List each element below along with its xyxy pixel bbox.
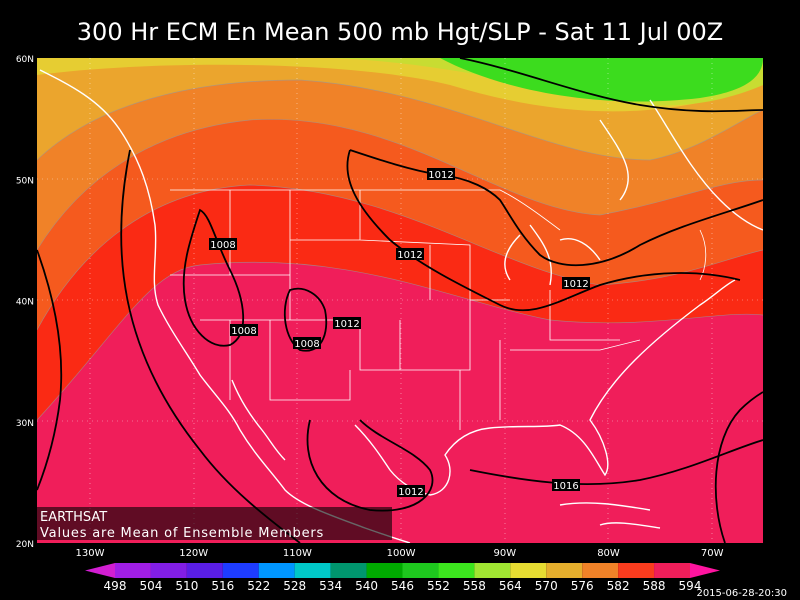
longitude-label: 90W (493, 548, 516, 559)
colorbar-swatch (366, 563, 403, 578)
contour-label: 1012 (398, 487, 423, 498)
colorbar-swatch (474, 563, 511, 578)
colorbar-swatch (186, 563, 223, 578)
watermark: EARTHSAT (40, 510, 107, 525)
colorbar-label: 588 (643, 579, 666, 593)
colorbar-swatch (438, 563, 475, 578)
contour-label-box (333, 317, 361, 329)
contour-label: 1008 (294, 339, 319, 350)
contour-label-box (209, 238, 237, 250)
colorbar-label: 534 (319, 579, 342, 593)
colorbar-swatch (402, 563, 439, 578)
latitude-label: 60N (16, 55, 34, 65)
contour-label-box (293, 337, 321, 349)
map (37, 58, 763, 543)
longitude-label: 80W (597, 548, 620, 559)
colorbar-swatch (618, 563, 655, 578)
latitude-label: 30N (16, 419, 34, 429)
colorbar-label: 558 (463, 579, 486, 593)
colorbar-swatch (582, 563, 619, 578)
colorbar-label: 594 (679, 579, 702, 593)
colorbar-swatch (258, 563, 295, 578)
watermark-box (37, 507, 392, 540)
colorbar-label: 582 (607, 579, 630, 593)
contour-label-box (427, 168, 455, 180)
contour-labels: 1012 1008 1012 1012 1012 1008 1008 1012 1016 (209, 168, 590, 498)
colorbar-label: 498 (104, 579, 127, 593)
watermark: Values are Mean of Ensemble Members (40, 526, 324, 541)
colorbar-swatch (510, 563, 547, 578)
longitude-label: 70W (701, 548, 724, 559)
longitude-label: 100W (387, 548, 416, 559)
contour-label: 1012 (563, 279, 588, 290)
longitude-label: 130W (76, 548, 105, 559)
colorbar-label: 516 (211, 579, 234, 593)
colorbar-label: 504 (139, 579, 162, 593)
graticule (37, 58, 763, 543)
contour-label-box (397, 485, 425, 497)
colorbar-label: 576 (571, 579, 594, 593)
band-552 (440, 58, 763, 102)
latitude-label: 40N (16, 298, 34, 308)
colorbar-swatch (330, 563, 367, 578)
colorbar-swatch (690, 563, 720, 578)
contour-label: 1012 (428, 170, 453, 181)
colorbar-label: 540 (355, 579, 378, 593)
contour-label-box (562, 277, 590, 289)
title: 300 Hr ECM En Mean 500 mb Hgt/SLP - Sat … (77, 18, 723, 46)
contour-label-box (396, 248, 424, 260)
contour-label: 1012 (334, 319, 359, 330)
contour-label: 1008 (210, 240, 235, 251)
colorbar-label: 510 (175, 579, 198, 593)
colorbar-swatch (85, 563, 115, 578)
latitude-label: 50N (16, 176, 34, 186)
colorbar-label: 528 (283, 579, 306, 593)
colorbar-swatch (294, 563, 331, 578)
colorbar-label: 564 (499, 579, 522, 593)
timestamp: 2015-06-28-20:30 (696, 588, 787, 599)
colorbar-label: 552 (427, 579, 450, 593)
longitude-label: 120W (179, 548, 208, 559)
colorbar-label: 522 (247, 579, 270, 593)
borders (170, 189, 707, 430)
longitude-label: 110W (283, 548, 312, 559)
contour-label: 1012 (397, 250, 422, 261)
latitude-label: 20N (16, 540, 34, 550)
colorbar-swatch (150, 563, 187, 578)
colorbar-label: 570 (535, 579, 558, 593)
colorbar-label: 546 (391, 579, 414, 593)
colorbar-swatch (654, 563, 690, 578)
axis-labels: 60N 50N 40N 30N 20N 130W 120W 110W 100W 90W 80W 70W (16, 55, 724, 559)
colorbar-swatch (222, 563, 259, 578)
colorbar-swatch (546, 563, 583, 578)
colorbar: 498 504 510 516 522 528 534 540 546 552 558 564 570 5… (85, 563, 720, 593)
contour-label: 1008 (231, 326, 256, 337)
contour-label-box (230, 324, 258, 336)
contour-label-box (552, 479, 580, 491)
colorbar-swatch (115, 563, 151, 578)
contour-label: 1016 (553, 481, 578, 492)
